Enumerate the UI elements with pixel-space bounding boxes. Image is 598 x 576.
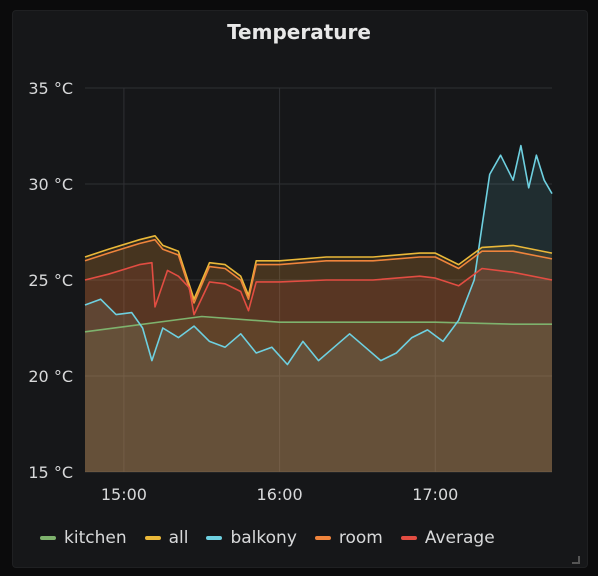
resize-handle-icon[interactable] bbox=[572, 556, 580, 564]
legend-item-kitchen[interactable]: kitchen bbox=[40, 528, 127, 548]
legend-label: room bbox=[338, 528, 383, 548]
y-tick-label: 15 °C bbox=[28, 463, 73, 482]
legend-swatch bbox=[40, 536, 56, 540]
series-line-all bbox=[84, 235, 553, 301]
series-line-balkony bbox=[84, 144, 553, 366]
x-tick-label: 15:00 bbox=[101, 485, 147, 504]
legend-item-balkony[interactable]: balkony bbox=[206, 528, 297, 548]
legend-item-room[interactable]: room bbox=[314, 528, 383, 548]
legend-swatch bbox=[314, 536, 331, 540]
legend-swatch bbox=[206, 536, 223, 540]
panel-title: Temperature bbox=[227, 20, 371, 44]
series-area-average bbox=[85, 262, 552, 472]
y-tick-label: 20 °C bbox=[28, 367, 73, 386]
chart-panel bbox=[12, 10, 588, 568]
legend-swatch bbox=[400, 536, 417, 540]
legend-label: all bbox=[168, 528, 189, 548]
series-line-room bbox=[84, 238, 553, 304]
legend-label: kitchen bbox=[64, 528, 127, 548]
y-tick-label: 30 °C bbox=[28, 175, 73, 194]
chart-legend: kitchen all balkony room Average bbox=[40, 528, 495, 548]
series-area-all bbox=[85, 235, 552, 472]
series-area-balkony bbox=[85, 145, 552, 472]
legend-item-all[interactable]: all bbox=[144, 528, 189, 548]
series-line-average bbox=[84, 261, 553, 316]
series-line-kitchen bbox=[84, 315, 552, 333]
series-area-kitchen bbox=[85, 316, 552, 472]
y-tick-label: 25 °C bbox=[28, 271, 73, 290]
legend-label: balkony bbox=[230, 528, 297, 548]
x-tick-label: 16:00 bbox=[257, 485, 303, 504]
x-tick-label: 17:00 bbox=[412, 485, 458, 504]
legend-label: Average bbox=[424, 528, 495, 548]
legend-item-average[interactable]: Average bbox=[400, 528, 495, 548]
y-tick-label: 35 °C bbox=[28, 79, 73, 98]
legend-swatch bbox=[144, 536, 161, 540]
